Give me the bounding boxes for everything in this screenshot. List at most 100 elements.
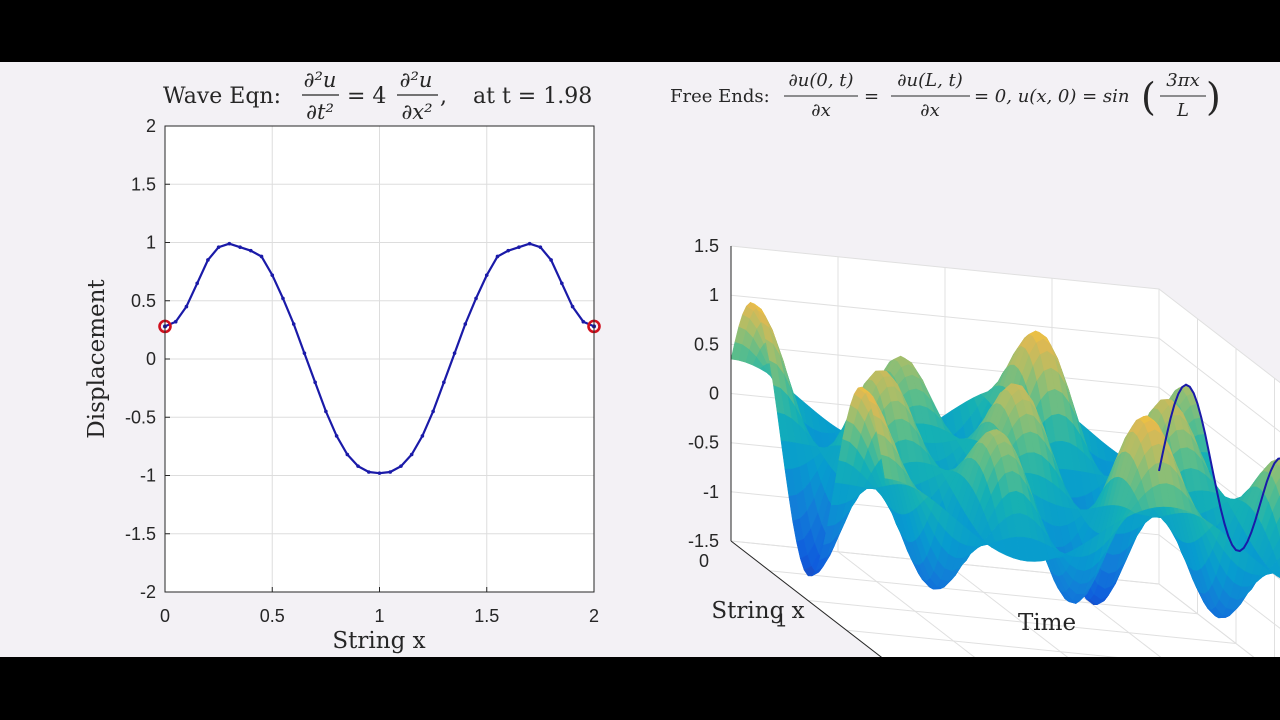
left-data-point xyxy=(249,248,253,253)
right-title-frac3-num: 3πx xyxy=(1166,70,1199,91)
z-tick-label: 0.5 xyxy=(694,334,719,354)
left-ytick-label: -0.5 xyxy=(125,407,156,427)
left-data-point xyxy=(281,296,285,301)
left-data-point xyxy=(474,296,478,301)
left-title-eq-four: = 4 xyxy=(347,84,386,109)
left-data-point xyxy=(506,248,511,253)
grid-line xyxy=(807,600,1237,644)
left-data-point xyxy=(216,245,221,249)
x-tick-label: 1 xyxy=(776,611,786,631)
left-xtick-label: 1 xyxy=(374,606,384,626)
right-title-eq1: = xyxy=(864,86,879,107)
left-data-point xyxy=(270,273,275,277)
left-title-comma: , xyxy=(440,84,447,109)
figure: Wave Eqn: ∂²u ∂t² = 4 ∂²u ∂x² , at t = 1… xyxy=(0,62,1280,720)
grid-line xyxy=(730,343,1280,482)
left-data-point xyxy=(452,351,457,355)
left-data-point xyxy=(184,304,189,309)
left-title-prefix: Wave Eqn: xyxy=(163,84,281,109)
z-tick-label: 1.5 xyxy=(694,236,719,256)
left-data-point xyxy=(259,254,264,259)
z-tick-label: -1 xyxy=(703,482,719,502)
left-title: Wave Eqn: ∂²u ∂t² = 4 ∂²u ∂x² , at t = 1… xyxy=(163,68,592,124)
left-data-point xyxy=(420,434,425,438)
left-data-point xyxy=(206,258,210,262)
x-tick-label: 0 xyxy=(699,551,709,571)
left-data-point xyxy=(334,434,339,438)
left-ytick-label: 1.5 xyxy=(131,174,156,194)
left-data-point xyxy=(538,245,543,249)
left-ylabel: Displacement xyxy=(84,279,110,439)
left-tick-labels: 0 0.5 1 1.5 2 2 1.5 1 0.5 0 -0.5 -1 -1.5 -2 xyxy=(125,116,599,626)
left-ytick-label: 0.5 xyxy=(131,291,156,311)
figure-canvas: Wave Eqn: ∂²u ∂t² = 4 ∂²u ∂x² , at t = 1… xyxy=(84,68,1280,720)
right-title-frac1-num: ∂u(0, t) xyxy=(788,70,853,91)
surface-patch xyxy=(880,454,893,480)
left-title-time: at t = 1.98 xyxy=(473,84,592,109)
left-data-point xyxy=(377,471,382,475)
z-tick-label: 1 xyxy=(709,285,719,305)
z-tick-label: 0 xyxy=(709,384,719,404)
left-data-point xyxy=(495,254,500,259)
left-data-point xyxy=(173,319,178,324)
x-axis-line xyxy=(730,540,886,661)
left-ytick-label: 2 xyxy=(146,116,156,136)
left-data-point xyxy=(291,322,296,326)
left-title-num-left: ∂²u xyxy=(304,68,337,92)
left-data-point xyxy=(388,470,393,474)
left-data-point xyxy=(195,281,199,286)
grid-line xyxy=(730,245,1280,384)
left-ytick-label: -1.5 xyxy=(125,524,156,544)
left-data-point xyxy=(313,380,317,385)
left-ytick-label: 1 xyxy=(146,233,156,253)
right-title-frac2-den: ∂x xyxy=(920,100,939,121)
left-data-point xyxy=(345,452,350,457)
left-data-point xyxy=(570,304,575,309)
left-xtick-label: 1.5 xyxy=(474,606,499,626)
left-data-point xyxy=(581,319,586,324)
z-tick-label: -0.5 xyxy=(688,433,719,453)
grid-line xyxy=(730,294,1280,433)
left-title-den-left: ∂t² xyxy=(306,100,334,124)
left-xtick-label: 0 xyxy=(160,606,170,626)
grid-line xyxy=(769,570,1198,615)
left-data-point xyxy=(442,380,446,385)
right-title-middle: = 0, u(x, 0) = sin xyxy=(974,86,1130,107)
right-title-prefix: Free Ends: xyxy=(670,86,770,107)
left-xtick-label: 0.5 xyxy=(260,606,285,626)
right-title-paren-close: ) xyxy=(1206,75,1221,119)
left-ytick-label: 0 xyxy=(146,349,156,369)
right-title-paren-open: ( xyxy=(1141,75,1156,119)
left-data-point xyxy=(302,351,307,355)
z-tick-label: -1.5 xyxy=(688,531,719,551)
left-data-point xyxy=(549,258,553,262)
right-title-frac1-den: ∂x xyxy=(811,100,830,121)
right-ylabel: Time xyxy=(1018,610,1076,636)
right-title: Free Ends: ∂u(0, t) ∂x = ∂u(L, t) ∂x = 0… xyxy=(670,70,1221,121)
right-title-frac3-den: L xyxy=(1176,100,1189,121)
left-series xyxy=(158,241,601,475)
left-title-den-right: ∂x² xyxy=(401,100,432,124)
right-title-frac2-num: ∂u(L, t) xyxy=(897,70,963,91)
left-data-point xyxy=(463,322,468,326)
left-data-point xyxy=(517,245,521,249)
current-slice-line xyxy=(1158,383,1280,553)
right-xlabel: String x xyxy=(711,598,804,624)
left-data-point xyxy=(409,452,414,457)
surface-plot xyxy=(730,301,1280,619)
left-xlabel: String x xyxy=(332,628,425,654)
left-xtick-label: 2 xyxy=(589,606,599,626)
grid-line xyxy=(730,491,1280,629)
left-data-point xyxy=(227,241,232,246)
left-data-point xyxy=(356,464,360,468)
left-data-point xyxy=(238,245,242,249)
left-data-point xyxy=(324,409,328,414)
left-data-point xyxy=(560,281,564,286)
left-data-point xyxy=(431,409,435,414)
left-ytick-label: -1 xyxy=(140,466,156,486)
left-axes: 0 0.5 1 1.5 221.510.50-0.5-1-1.5-2 String x … xyxy=(84,116,601,654)
left-ytick-label: -2 xyxy=(140,582,156,602)
left-data-point xyxy=(484,273,489,277)
left-title-num-right: ∂²u xyxy=(400,68,433,92)
left-data-point xyxy=(399,464,403,468)
